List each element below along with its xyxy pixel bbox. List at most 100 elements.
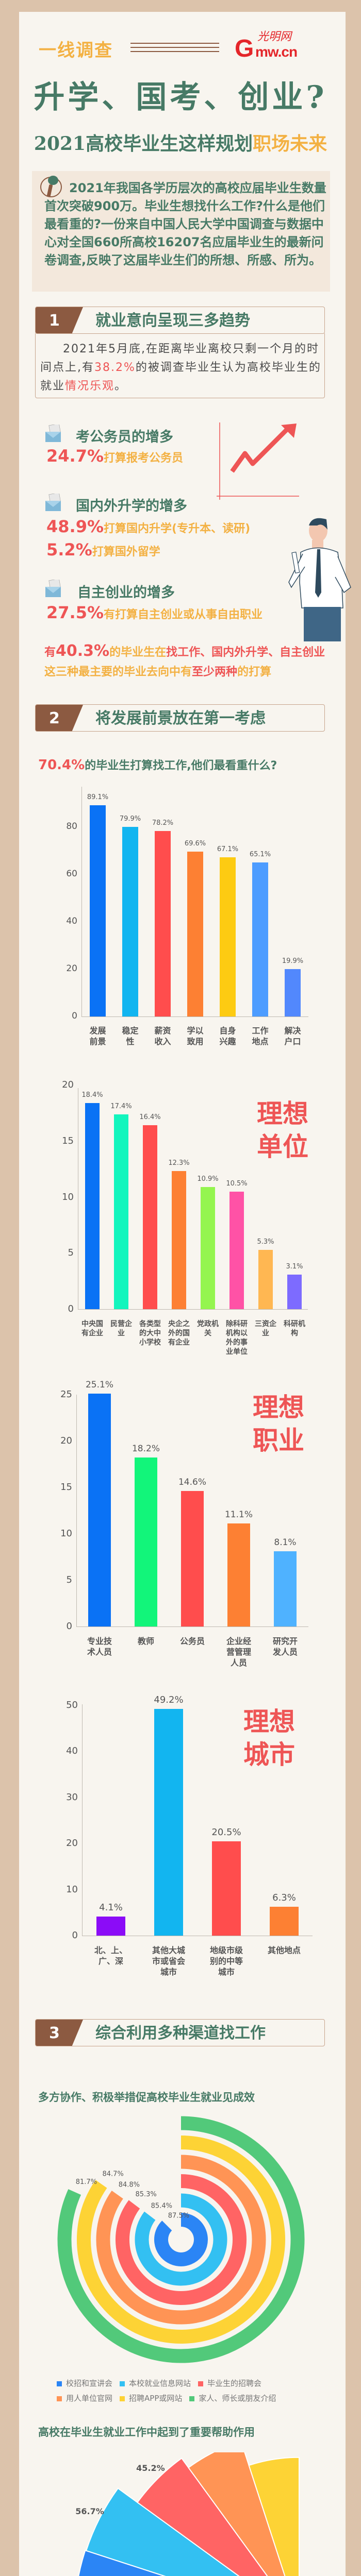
section-title: 就业意向呈现三多趋势	[95, 312, 250, 330]
x-category-label: 发展 前景	[89, 1026, 106, 1046]
legend-item: 本校就业信息网站	[120, 2378, 191, 2388]
x-category-label: 研究开 发人员	[272, 1636, 298, 1657]
x-category-label: 薪资 收入	[154, 1026, 171, 1046]
bar	[114, 1114, 128, 1309]
bar	[135, 1458, 157, 1626]
y-tick-label: 0	[72, 1011, 77, 1021]
x-category-label: 民营企业	[110, 1320, 132, 1337]
rose-sector	[85, 2487, 240, 2576]
rose-sector	[137, 2458, 268, 2576]
x-category-label: 教师	[137, 1636, 154, 1646]
section-number: 1	[36, 307, 83, 333]
bar	[155, 831, 171, 1016]
rose-sector	[248, 2456, 300, 2576]
bar-value-label: 25.1%	[85, 1380, 113, 1391]
x-axis	[81, 1016, 308, 1017]
envelope-icon	[45, 494, 61, 511]
y-tick-label: 0	[72, 1930, 78, 1941]
radial-bar	[116, 2174, 247, 2305]
x-category-label: 各类型 的大中 小学校	[139, 1320, 161, 1347]
bar-value-label: 89.1%	[87, 793, 109, 802]
radial-value-label: 84.7%	[102, 2171, 123, 2178]
y-tick-label: 5	[66, 1574, 72, 1585]
legend-item: 毕业生的招聘会	[198, 2378, 261, 2388]
rose-sector	[78, 2550, 166, 2576]
bar-value-label: 12.3%	[168, 1159, 190, 1167]
y-tick-label: 15	[60, 1482, 72, 1493]
x-category-label: 地级市级 别的中等 城市	[209, 1945, 243, 1977]
x-category-label: 企业经 营管理 人员	[226, 1636, 251, 1668]
bar	[154, 1709, 183, 1936]
trend-stat: 48.9%打算国内升学(专升本、读研)	[46, 517, 251, 536]
y-tick-label: 50	[66, 1700, 78, 1710]
radial-chart-legend: 校招和宣讲会 本校就业信息网站 毕业生的招聘会用人单位官网 招聘APP或网站 家人、师长…	[57, 2378, 315, 2408]
bar-value-label: 5.3%	[257, 1238, 274, 1246]
rising-chart-illustration	[217, 422, 299, 500]
x-category-label: 学以 致用	[187, 1026, 204, 1046]
x-category-label: 三资企业	[255, 1320, 276, 1337]
y-tick-label: 20	[66, 963, 77, 974]
bar-value-label: 3.1%	[286, 1262, 303, 1270]
bar-value-label: 4.1%	[99, 1902, 123, 1913]
y-tick-label: 10	[62, 1191, 74, 1202]
legend-label: 本校就业信息网站	[129, 2379, 191, 2388]
radial-chart-title: 多方协作、积极举措促高校毕业生就业见成效	[38, 2091, 255, 2104]
logo-letter: G	[235, 35, 254, 62]
legend-label: 毕业生的招聘会	[207, 2379, 262, 2388]
bar-value-label: 49.2%	[154, 1694, 184, 1706]
legend-swatch	[120, 2381, 125, 2386]
bar-value-label: 10.5%	[226, 1179, 248, 1188]
trend-heading: 自主创业的增多	[77, 585, 175, 601]
y-tick-label: 60	[66, 869, 77, 879]
bar-value-label: 20.5%	[211, 1826, 241, 1838]
trend-heading: 考公务员的增多	[76, 429, 173, 445]
chart-question: 70.4%的毕业生打算找工作,他们最看重什么?	[38, 757, 277, 773]
envelope-icon	[45, 425, 61, 442]
kicker-label: 一线调查	[39, 40, 113, 61]
bar-value-label: 65.1%	[249, 850, 271, 858]
logo-chinese: 光明网	[257, 30, 292, 43]
legend-item: 家人、师长或朋友介绍	[189, 2393, 276, 2403]
x-category-label: 科研机构	[284, 1320, 305, 1337]
y-tick-label: 0	[68, 1303, 74, 1314]
rose-value-label: 45.2%	[136, 2463, 165, 2473]
radial-value-label: 87.5%	[168, 2212, 189, 2219]
bar-value-label: 67.1%	[217, 845, 239, 854]
radial-value-label: 85.4%	[151, 2202, 172, 2210]
legend-label: 校招和宣讲会	[66, 2379, 113, 2388]
help-sources-rose-chart: 57.2%56.7%45.2%40.1%29.9%	[75, 2452, 300, 2576]
intro-box	[32, 171, 330, 292]
y-tick-label: 20	[66, 1838, 78, 1849]
x-category-label: 其他地点	[267, 1945, 301, 1955]
section-2-header: 2 将发展前景放在第一考虑	[35, 704, 325, 732]
x-category-label: 除科研 机构以 外的事 业单位	[226, 1320, 248, 1356]
y-axis	[81, 787, 82, 1016]
ideal-job-label: 理想 职业	[253, 1393, 304, 1455]
x-axis	[78, 1309, 308, 1310]
rose-chart-title: 高校在毕业生就业工作中起到了重要帮助作用	[38, 2426, 255, 2438]
x-category-label: 党政机关	[197, 1320, 219, 1337]
section-number: 3	[36, 2020, 83, 2046]
bar-value-label: 6.3%	[272, 1892, 296, 1903]
y-axis	[82, 1704, 83, 1936]
y-tick-label: 25	[60, 1389, 72, 1400]
x-category-label: 工作 地点	[252, 1026, 269, 1046]
y-axis	[76, 1395, 77, 1626]
bar	[187, 851, 203, 1016]
y-tick-label: 20	[62, 1079, 74, 1090]
y-tick-label: 80	[66, 821, 77, 832]
radial-bar	[96, 2155, 266, 2325]
page-subtitle: 2021高校毕业生这样规划职场未来	[34, 133, 327, 155]
y-tick-label: 30	[66, 1791, 78, 1803]
bar	[285, 969, 301, 1016]
legend-swatch	[189, 2396, 195, 2401]
section-number: 2	[36, 705, 83, 731]
legend-item: 校招和宣讲会	[57, 2378, 112, 2388]
bar	[270, 1906, 299, 1936]
legend-item: 招聘APP或网站	[120, 2393, 182, 2403]
bar-value-label: 78.2%	[152, 819, 174, 827]
legend-swatch	[120, 2396, 125, 2401]
bar	[143, 1125, 157, 1309]
gmw-logo: G 光明网 mw.cn	[235, 28, 317, 62]
bar-value-label: 10.9%	[197, 1175, 219, 1183]
